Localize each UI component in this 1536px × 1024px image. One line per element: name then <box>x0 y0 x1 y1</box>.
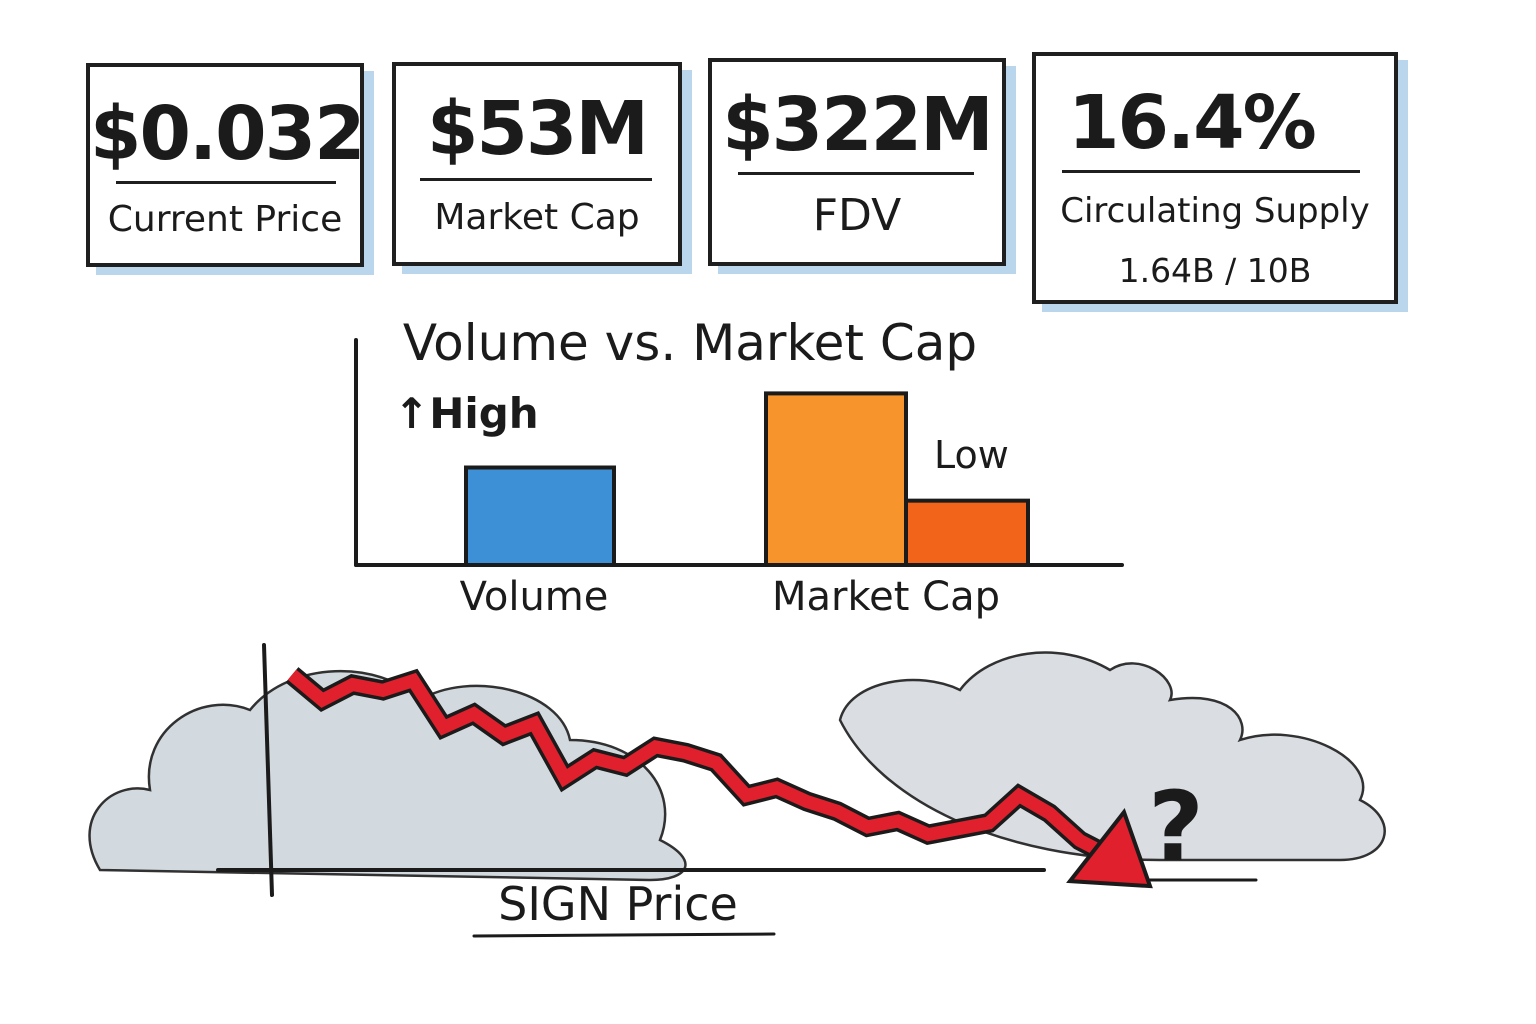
stat-divider <box>116 181 336 184</box>
stat-value: $322M <box>722 82 994 168</box>
annotation-low: Low <box>934 433 1009 477</box>
x-label-underline <box>472 932 776 938</box>
stat-card-fdv: $322M FDV <box>708 58 1006 266</box>
bar-market-cap-2 <box>904 498 1030 567</box>
x-axis-label: SIGN Price <box>498 877 738 931</box>
x-tick-label: Market Cap <box>772 574 1000 620</box>
stat-value: $0.032 <box>90 91 366 177</box>
stat-label: FDV <box>812 190 902 241</box>
stat-subvalue: 1.64B / 10B <box>1118 251 1312 290</box>
question-mark-icon: ? <box>1148 771 1204 883</box>
chart-title: Volume vs. Market Cap <box>403 314 977 372</box>
y-axis <box>262 643 274 897</box>
price-line <box>287 669 1113 862</box>
bar-volume-0 <box>464 465 616 567</box>
stat-label: Circulating Supply <box>1060 191 1370 231</box>
x-tick-label: Volume <box>460 574 609 620</box>
down-arrow-head-icon <box>1066 807 1153 889</box>
stat-label: Market Cap <box>434 197 640 238</box>
stat-divider <box>1062 170 1360 173</box>
stat-card-market-cap: $53M Market Cap <box>392 62 682 266</box>
stat-value: $53M <box>426 86 649 172</box>
stat-value: 16.4% <box>1068 80 1317 166</box>
bar-market-cap-1 <box>764 391 908 567</box>
stat-label: Current Price <box>107 199 343 240</box>
cloud-left <box>88 669 687 882</box>
annotation-high: ↑High <box>394 389 539 438</box>
stat-divider <box>738 172 974 175</box>
stat-card-current-price: $0.032 Current Price <box>86 63 366 267</box>
stat-divider <box>420 178 652 181</box>
stat-card-circulating-supply: 16.4% Circulating Supply 1.64B / 10B <box>1032 52 1398 304</box>
